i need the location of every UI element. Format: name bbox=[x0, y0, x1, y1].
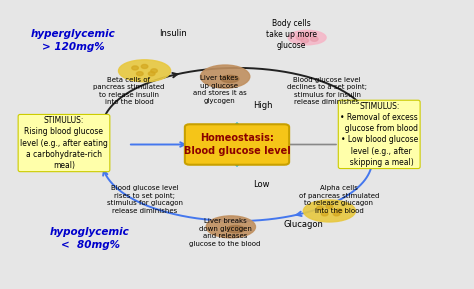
Circle shape bbox=[310, 37, 318, 41]
Circle shape bbox=[326, 205, 333, 209]
Ellipse shape bbox=[118, 60, 171, 82]
Circle shape bbox=[151, 69, 157, 73]
Ellipse shape bbox=[206, 216, 255, 238]
Circle shape bbox=[303, 32, 311, 37]
Ellipse shape bbox=[227, 225, 245, 233]
Ellipse shape bbox=[201, 65, 250, 88]
Text: Alpha cells
of pancreas stimulated
to release glucagon
into the blood: Alpha cells of pancreas stimulated to re… bbox=[299, 185, 379, 214]
Text: Glucagon: Glucagon bbox=[283, 220, 323, 229]
Text: STIMULUS:
Rising blood glucose
level (e.g., after eating
a carbohydrate-rich
mea: STIMULUS: Rising blood glucose level (e.… bbox=[20, 116, 108, 170]
Circle shape bbox=[333, 212, 340, 216]
Circle shape bbox=[321, 212, 328, 216]
Text: Blood glucose level
declines to a set point;
stimulus for insulin
release dimini: Blood glucose level declines to a set po… bbox=[287, 77, 367, 105]
Circle shape bbox=[148, 72, 155, 76]
Text: Liver takes
up glucose
and stores it as
glycogen: Liver takes up glucose and stores it as … bbox=[192, 75, 246, 104]
Circle shape bbox=[317, 206, 323, 210]
Text: hypoglycemic
<  80mg%: hypoglycemic < 80mg% bbox=[50, 227, 130, 250]
Ellipse shape bbox=[303, 200, 356, 222]
Text: Blood glucose level
rises to set point;
stimulus for glucagon
release diminishes: Blood glucose level rises to set point; … bbox=[107, 185, 182, 214]
Text: Beta cells of
pancreas stimulated
to release insulin
into the blood: Beta cells of pancreas stimulated to rel… bbox=[93, 77, 164, 105]
Text: Low: Low bbox=[254, 180, 270, 190]
Circle shape bbox=[301, 38, 309, 43]
Circle shape bbox=[336, 209, 342, 213]
Text: hyperglycemic
> 120mg%: hyperglycemic > 120mg% bbox=[31, 29, 116, 52]
Text: Liver breaks
down glycogen
and releases
glucose to the blood: Liver breaks down glycogen and releases … bbox=[190, 218, 261, 247]
FancyBboxPatch shape bbox=[185, 124, 289, 165]
Circle shape bbox=[296, 35, 304, 40]
Circle shape bbox=[137, 72, 143, 76]
Ellipse shape bbox=[221, 75, 239, 83]
Text: Insulin: Insulin bbox=[159, 29, 187, 38]
Text: Homeostasis:
Blood glucose level: Homeostasis: Blood glucose level bbox=[183, 133, 291, 156]
Circle shape bbox=[132, 66, 138, 70]
Ellipse shape bbox=[288, 30, 326, 45]
Text: STIMULUS:
• Removal of excess
  glucose from blood
• Low blood glucose
  level (: STIMULUS: • Removal of excess glucose fr… bbox=[340, 102, 418, 167]
Circle shape bbox=[141, 64, 148, 68]
Text: Body cells
take up more
glucose: Body cells take up more glucose bbox=[266, 19, 317, 50]
Text: High: High bbox=[254, 101, 273, 110]
